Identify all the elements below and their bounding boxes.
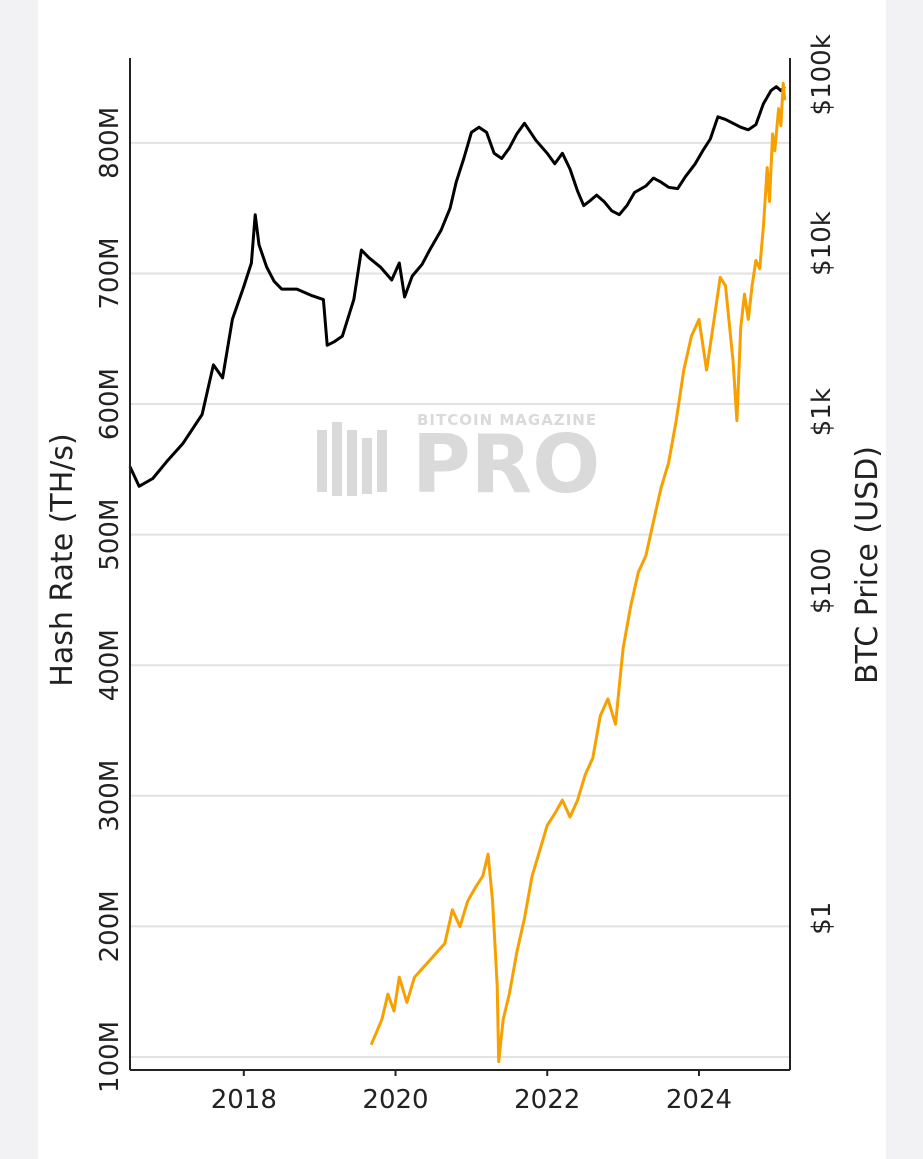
left-tick-label: 800M — [95, 107, 125, 179]
btc-price-line — [369, 81, 787, 1064]
chart-card — [38, 0, 886, 1159]
tick-labels: 100M 200M 300M 400M 500M 600M 700M 800M $1 $100 $1… — [95, 34, 837, 1115]
right-tick-label: $1k — [807, 388, 837, 436]
right-tick-label: $100k — [807, 34, 837, 115]
right-axis-title: BTC Price (USD) — [850, 446, 885, 684]
x-tick-label: 2020 — [362, 1085, 428, 1115]
left-tick-label: 100M — [95, 1021, 125, 1093]
grid-lines — [130, 141, 790, 1058]
x-tick-label: 2018 — [211, 1085, 277, 1115]
left-tick-label: 400M — [95, 629, 125, 701]
axes — [129, 58, 791, 1076]
watermark: BITCOIN MAGAZINE PRO — [317, 411, 600, 511]
right-tick-label: $1 — [807, 902, 837, 935]
left-axis-title: Hash Rate (TH/s) — [45, 433, 80, 686]
right-tick-label: $10k — [807, 211, 837, 276]
left-tick-label: 700M — [95, 237, 125, 309]
series-lines — [128, 81, 787, 1064]
left-tick-label: 500M — [95, 499, 125, 571]
x-tick-label: 2024 — [666, 1085, 732, 1115]
watermark-line2: PRO — [412, 418, 600, 511]
watermark-line1: BITCOIN MAGAZINE — [417, 411, 597, 429]
left-tick-label: 200M — [95, 890, 125, 962]
right-tick-label: $100 — [807, 548, 837, 614]
left-tick-label: 300M — [95, 760, 125, 832]
hash-rate-line — [128, 85, 786, 488]
left-tick-label: 600M — [95, 368, 125, 440]
x-tick-label: 2022 — [514, 1085, 580, 1115]
watermark-logo-icon — [317, 422, 387, 496]
